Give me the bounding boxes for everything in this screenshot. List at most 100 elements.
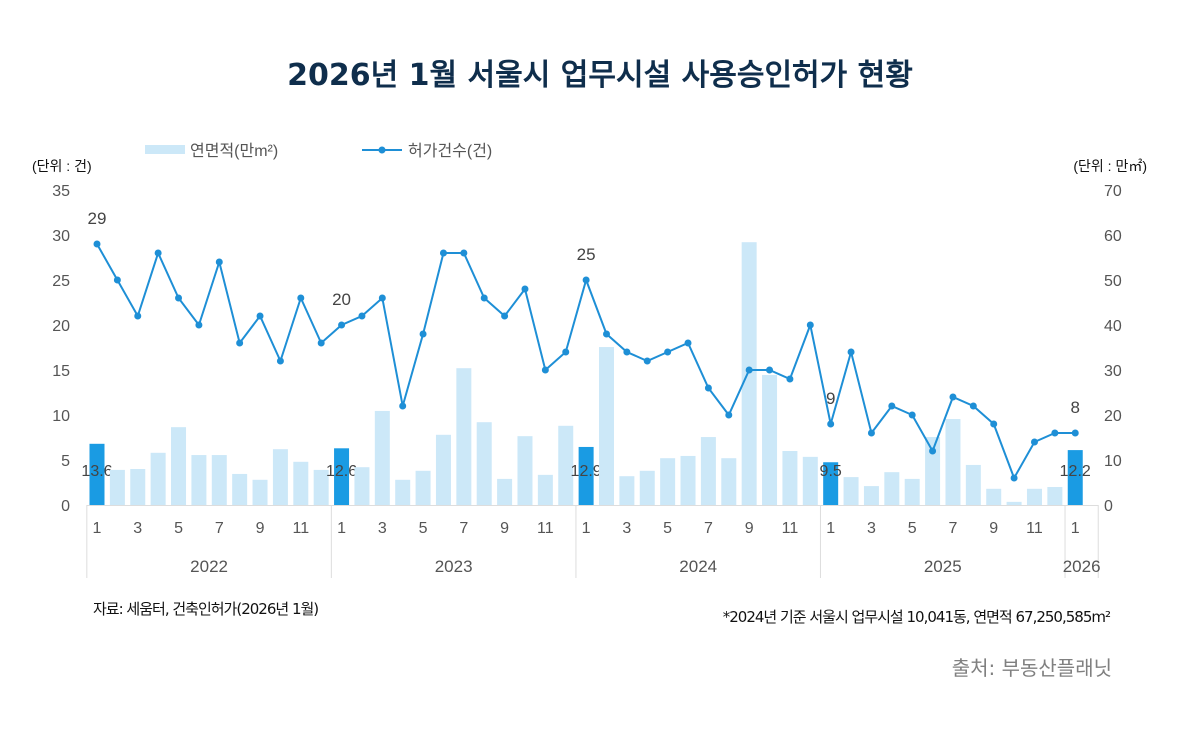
line-point [664,348,672,356]
line-point [745,366,753,374]
left-axis-tick: 25 [52,273,70,290]
bar [639,470,655,505]
bar [802,456,818,505]
line-point [480,294,488,302]
bar [680,455,696,505]
legend-line-label: 허가건수(건) [408,142,492,160]
bar-data-label: 12.6 [326,463,357,480]
month-tick-label: 3 [622,520,631,537]
line-point [175,294,183,302]
line-point [378,294,386,302]
line-point [725,411,733,419]
line-point [1071,429,1079,437]
bar-data-label: 12.2 [1060,463,1091,480]
line-point [358,312,366,320]
line-point [215,258,223,266]
month-tick-label: 5 [663,520,672,537]
bar [476,422,492,505]
month-tick-label: 3 [867,520,876,537]
line-point [684,339,692,347]
month-tick-label: 9 [256,520,265,537]
year-label: 2026 [1063,557,1101,576]
bar [395,479,411,505]
month-tick-label: 11 [782,520,799,537]
month-tick-label: 7 [704,520,713,537]
right-axis-tick: 20 [1104,408,1122,425]
right-axis-tick: 10 [1104,453,1122,470]
line-point [338,321,346,329]
bar [537,474,553,505]
left-axis-tick: 10 [52,408,70,425]
bar-highlight [823,462,839,505]
line-point [847,348,855,356]
month-tick-label: 3 [133,520,142,537]
bar [150,452,166,505]
line-point [1030,438,1038,446]
line-point [1010,474,1018,482]
bar-data-label: 12.9 [571,463,602,480]
line-point [949,393,957,401]
line-point [867,429,875,437]
line-point [827,420,835,428]
month-tick-label: 1 [93,520,102,537]
right-axis-unit: (단위 : 만㎡) [1073,158,1147,174]
line-point [399,402,407,410]
line-point [195,321,203,329]
bar [293,461,309,505]
line-point [969,402,977,410]
line-point [766,366,774,374]
line-data-label: 29 [88,209,107,228]
bar [211,455,227,505]
line-point [806,321,814,329]
bar-data-label: 9.5 [820,463,842,480]
month-tick-label: 3 [378,520,387,537]
legend-line-marker [378,146,386,154]
line-data-label: 9 [826,389,835,408]
right-axis-tick: 70 [1104,183,1122,200]
bar [782,451,798,505]
bar [925,437,941,505]
bar [252,479,268,505]
bar [1047,487,1063,505]
right-axis-tick: 60 [1104,228,1122,245]
chart-title: 2026년 1월 서울시 업무시설 사용승인허가 현황 [287,58,913,93]
line-point [154,249,162,257]
month-tick-label: 9 [745,520,754,537]
bar [272,449,288,505]
bar [435,434,451,505]
month-tick-label: 11 [1026,520,1043,537]
line-point [704,384,712,392]
bar [965,464,981,505]
line-point [582,276,590,284]
line-point [317,339,325,347]
line-point [541,366,549,374]
month-tick-label: 5 [174,520,183,537]
bar-highlight [578,446,594,505]
bar [599,347,614,505]
left-axis-tick: 20 [52,318,70,335]
line-point [297,294,305,302]
left-axis-tick: 35 [52,183,70,200]
line-point [562,348,570,356]
source-credit: 출처: 부동산플래닛 [951,656,1112,680]
right-axis-tick: 40 [1104,318,1122,335]
bar-highlight [334,448,350,505]
bar [130,469,146,505]
data-source-note: 자료: 세움터, 건축인허가(2026년 1월) [93,600,319,618]
line-point [908,411,916,419]
bar [904,478,920,505]
left-axis-unit: (단위 : 건) [32,158,92,174]
line-point [439,249,447,257]
line-point [786,375,794,383]
left-axis-tick: 30 [52,228,70,245]
line-point [256,312,264,320]
bar [700,437,716,505]
line-point [134,312,142,320]
bar [1026,488,1042,505]
bar-highlight [1067,450,1083,505]
bar [415,470,431,505]
month-tick-label: 9 [500,520,509,537]
line-point [113,276,121,284]
bar [1006,501,1022,505]
bar [762,374,778,505]
